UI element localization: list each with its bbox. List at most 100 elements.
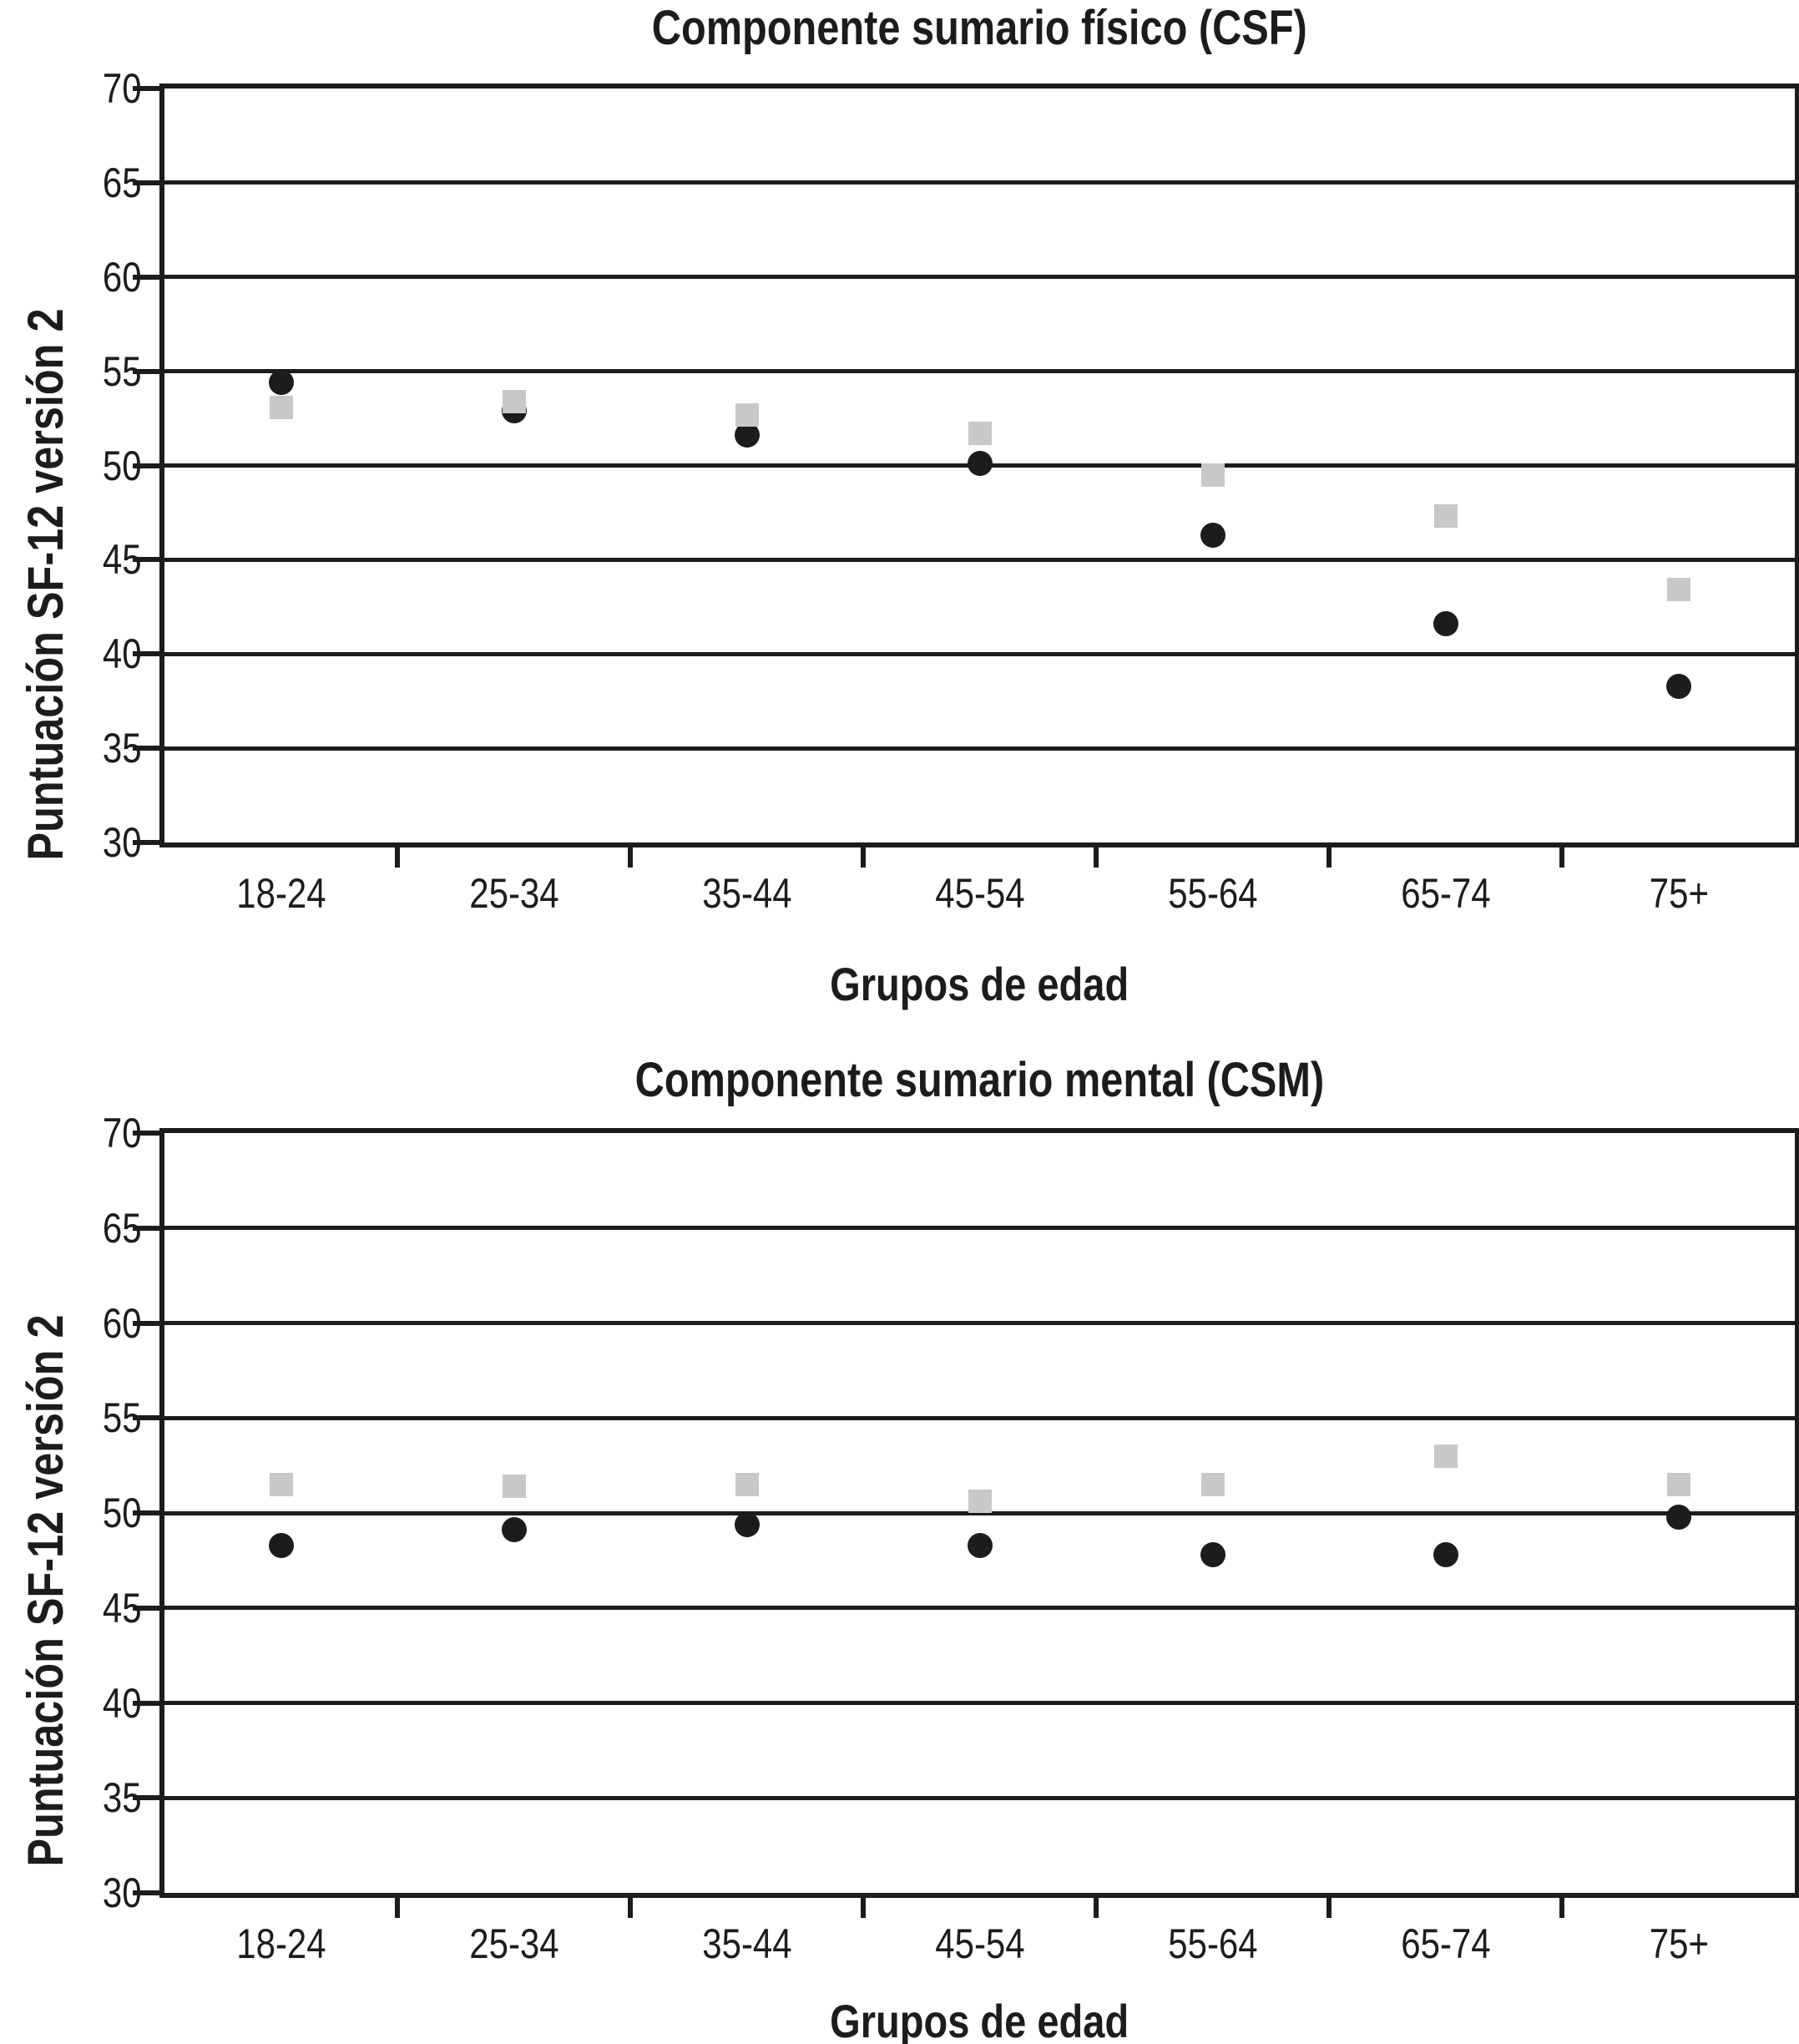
gridline-y-45 — [164, 1606, 1795, 1610]
x-tick-label-75+: 75+ — [1562, 870, 1796, 917]
y-tick-label-45: 45 — [95, 1585, 142, 1632]
point-circulos-negros-35-44 — [735, 422, 760, 448]
x-tick-label-text: 18-24 — [236, 870, 326, 917]
y-tick-label-text: 45 — [103, 1585, 142, 1632]
point-circulos-negros-75+ — [1666, 1505, 1691, 1530]
y-tick-label-35: 35 — [95, 1774, 142, 1821]
x-tick-mark-3 — [861, 1898, 866, 1918]
x-tick-label-55-64: 55-64 — [1096, 1920, 1330, 1967]
point-cuadrados-grises-75+ — [1667, 578, 1690, 601]
x-tick-label-text: 18-24 — [236, 1920, 326, 1967]
y-tick-mark-60 — [133, 1321, 159, 1326]
point-cuadrados-grises-25-34 — [503, 390, 526, 413]
x-axis-title-csf-text: Grupos de edad — [830, 958, 1129, 1010]
point-circulos-negros-45-54 — [968, 1533, 993, 1558]
y-tick-label-65: 65 — [95, 1205, 142, 1252]
y-tick-mark-40 — [133, 651, 159, 656]
gridline-y-60 — [164, 1321, 1795, 1325]
x-tick-label-18-24: 18-24 — [164, 1920, 398, 1967]
x-tick-mark-5 — [1327, 847, 1332, 868]
point-circulos-negros-25-34 — [502, 1517, 527, 1542]
x-axis-title-csm: Grupos de edad — [164, 1996, 1795, 2044]
y-tick-label-text: 55 — [103, 1394, 142, 1441]
chart-title-csm: Componente sumario mental (CSM) — [164, 1054, 1795, 1107]
point-cuadrados-grises-18-24 — [270, 1473, 293, 1496]
gridline-y-60 — [164, 275, 1795, 279]
point-cuadrados-grises-35-44 — [735, 1473, 759, 1496]
y-tick-label-text: 50 — [103, 1490, 142, 1536]
y-tick-label-70: 70 — [95, 65, 142, 112]
y-tick-mark-65 — [133, 1226, 159, 1231]
point-cuadrados-grises-65-74 — [1434, 1444, 1458, 1468]
x-tick-label-65-74: 65-74 — [1329, 1920, 1563, 1967]
gridline-y-65 — [164, 1226, 1795, 1230]
y-tick-label-text: 55 — [103, 348, 142, 395]
x-tick-label-45-54: 45-54 — [863, 870, 1097, 917]
point-cuadrados-grises-35-44 — [735, 403, 759, 427]
chart-title-csf: Componente sumario físico (CSF) — [164, 2, 1795, 55]
x-tick-label-65-74: 65-74 — [1329, 870, 1563, 917]
gridline-y-35 — [164, 746, 1795, 751]
gridline-y-50 — [164, 1511, 1795, 1515]
point-cuadrados-grises-55-64 — [1201, 463, 1225, 487]
x-tick-label-75+: 75+ — [1562, 1920, 1796, 1967]
y-tick-mark-35 — [133, 746, 159, 751]
gridline-y-55 — [164, 369, 1795, 373]
point-circulos-negros-65-74 — [1433, 1542, 1458, 1567]
gridline-y-40 — [164, 652, 1795, 656]
y-tick-mark-70 — [133, 1131, 159, 1136]
point-cuadrados-grises-55-64 — [1201, 1473, 1225, 1496]
gridline-y-40 — [164, 1701, 1795, 1705]
gridline-y-45 — [164, 558, 1795, 562]
y-tick-mark-55 — [133, 1415, 159, 1420]
y-tick-mark-30 — [133, 840, 159, 845]
y-tick-label-35: 35 — [95, 725, 142, 772]
y-tick-label-text: 70 — [103, 1110, 142, 1156]
y-tick-label-text: 65 — [103, 1205, 142, 1252]
x-tick-mark-5 — [1327, 1898, 1332, 1918]
y-tick-label-30: 30 — [95, 819, 142, 866]
y-tick-label-55: 55 — [95, 1394, 142, 1441]
x-tick-label-text: 45-54 — [935, 870, 1025, 917]
y-tick-label-text: 65 — [103, 159, 142, 206]
y-tick-mark-50 — [133, 1510, 159, 1515]
x-tick-label-text: 55-64 — [1168, 870, 1258, 917]
x-axis-title-csf: Grupos de edad — [164, 959, 1795, 1010]
y-axis-title-csf: Puntuación SF-12 versión 2 — [18, 308, 73, 861]
y-tick-label-text: 30 — [103, 819, 142, 866]
y-tick-label-text: 40 — [103, 1680, 142, 1727]
y-tick-label-60: 60 — [95, 1300, 142, 1347]
y-tick-label-text: 50 — [103, 443, 142, 489]
point-circulos-negros-45-54 — [968, 451, 993, 476]
point-circulos-negros-65-74 — [1433, 611, 1458, 636]
y-tick-mark-70 — [133, 86, 159, 91]
x-tick-label-25-34: 25-34 — [397, 870, 631, 917]
point-cuadrados-grises-25-34 — [503, 1475, 526, 1498]
x-tick-label-text: 75+ — [1649, 870, 1709, 917]
y-tick-label-65: 65 — [95, 159, 142, 206]
y-tick-label-55: 55 — [95, 348, 142, 395]
y-tick-label-30: 30 — [95, 1869, 142, 1916]
x-tick-mark-2 — [628, 1898, 633, 1918]
gridline-y-35 — [164, 1796, 1795, 1800]
y-tick-label-40: 40 — [95, 1680, 142, 1727]
x-tick-label-45-54: 45-54 — [863, 1920, 1097, 1967]
y-tick-mark-35 — [133, 1795, 159, 1800]
x-tick-label-text: 25-34 — [469, 870, 559, 917]
y-tick-label-70: 70 — [95, 1110, 142, 1156]
y-axis-title-csm: Puntuación SF-12 versión 2 — [18, 1314, 73, 1867]
y-tick-label-60: 60 — [95, 254, 142, 301]
x-tick-label-18-24: 18-24 — [164, 870, 398, 917]
y-tick-label-text: 70 — [103, 65, 142, 112]
x-tick-mark-2 — [628, 847, 633, 868]
y-tick-label-text: 45 — [103, 536, 142, 583]
y-tick-label-45: 45 — [95, 536, 142, 583]
x-tick-label-text: 55-64 — [1168, 1920, 1258, 1967]
gridline-y-65 — [164, 180, 1795, 185]
y-tick-label-text: 35 — [103, 725, 142, 772]
x-tick-label-35-44: 35-44 — [630, 1920, 864, 1967]
y-tick-label-text: 60 — [103, 254, 142, 301]
x-tick-mark-6 — [1559, 847, 1564, 868]
y-tick-label-50: 50 — [95, 443, 142, 489]
